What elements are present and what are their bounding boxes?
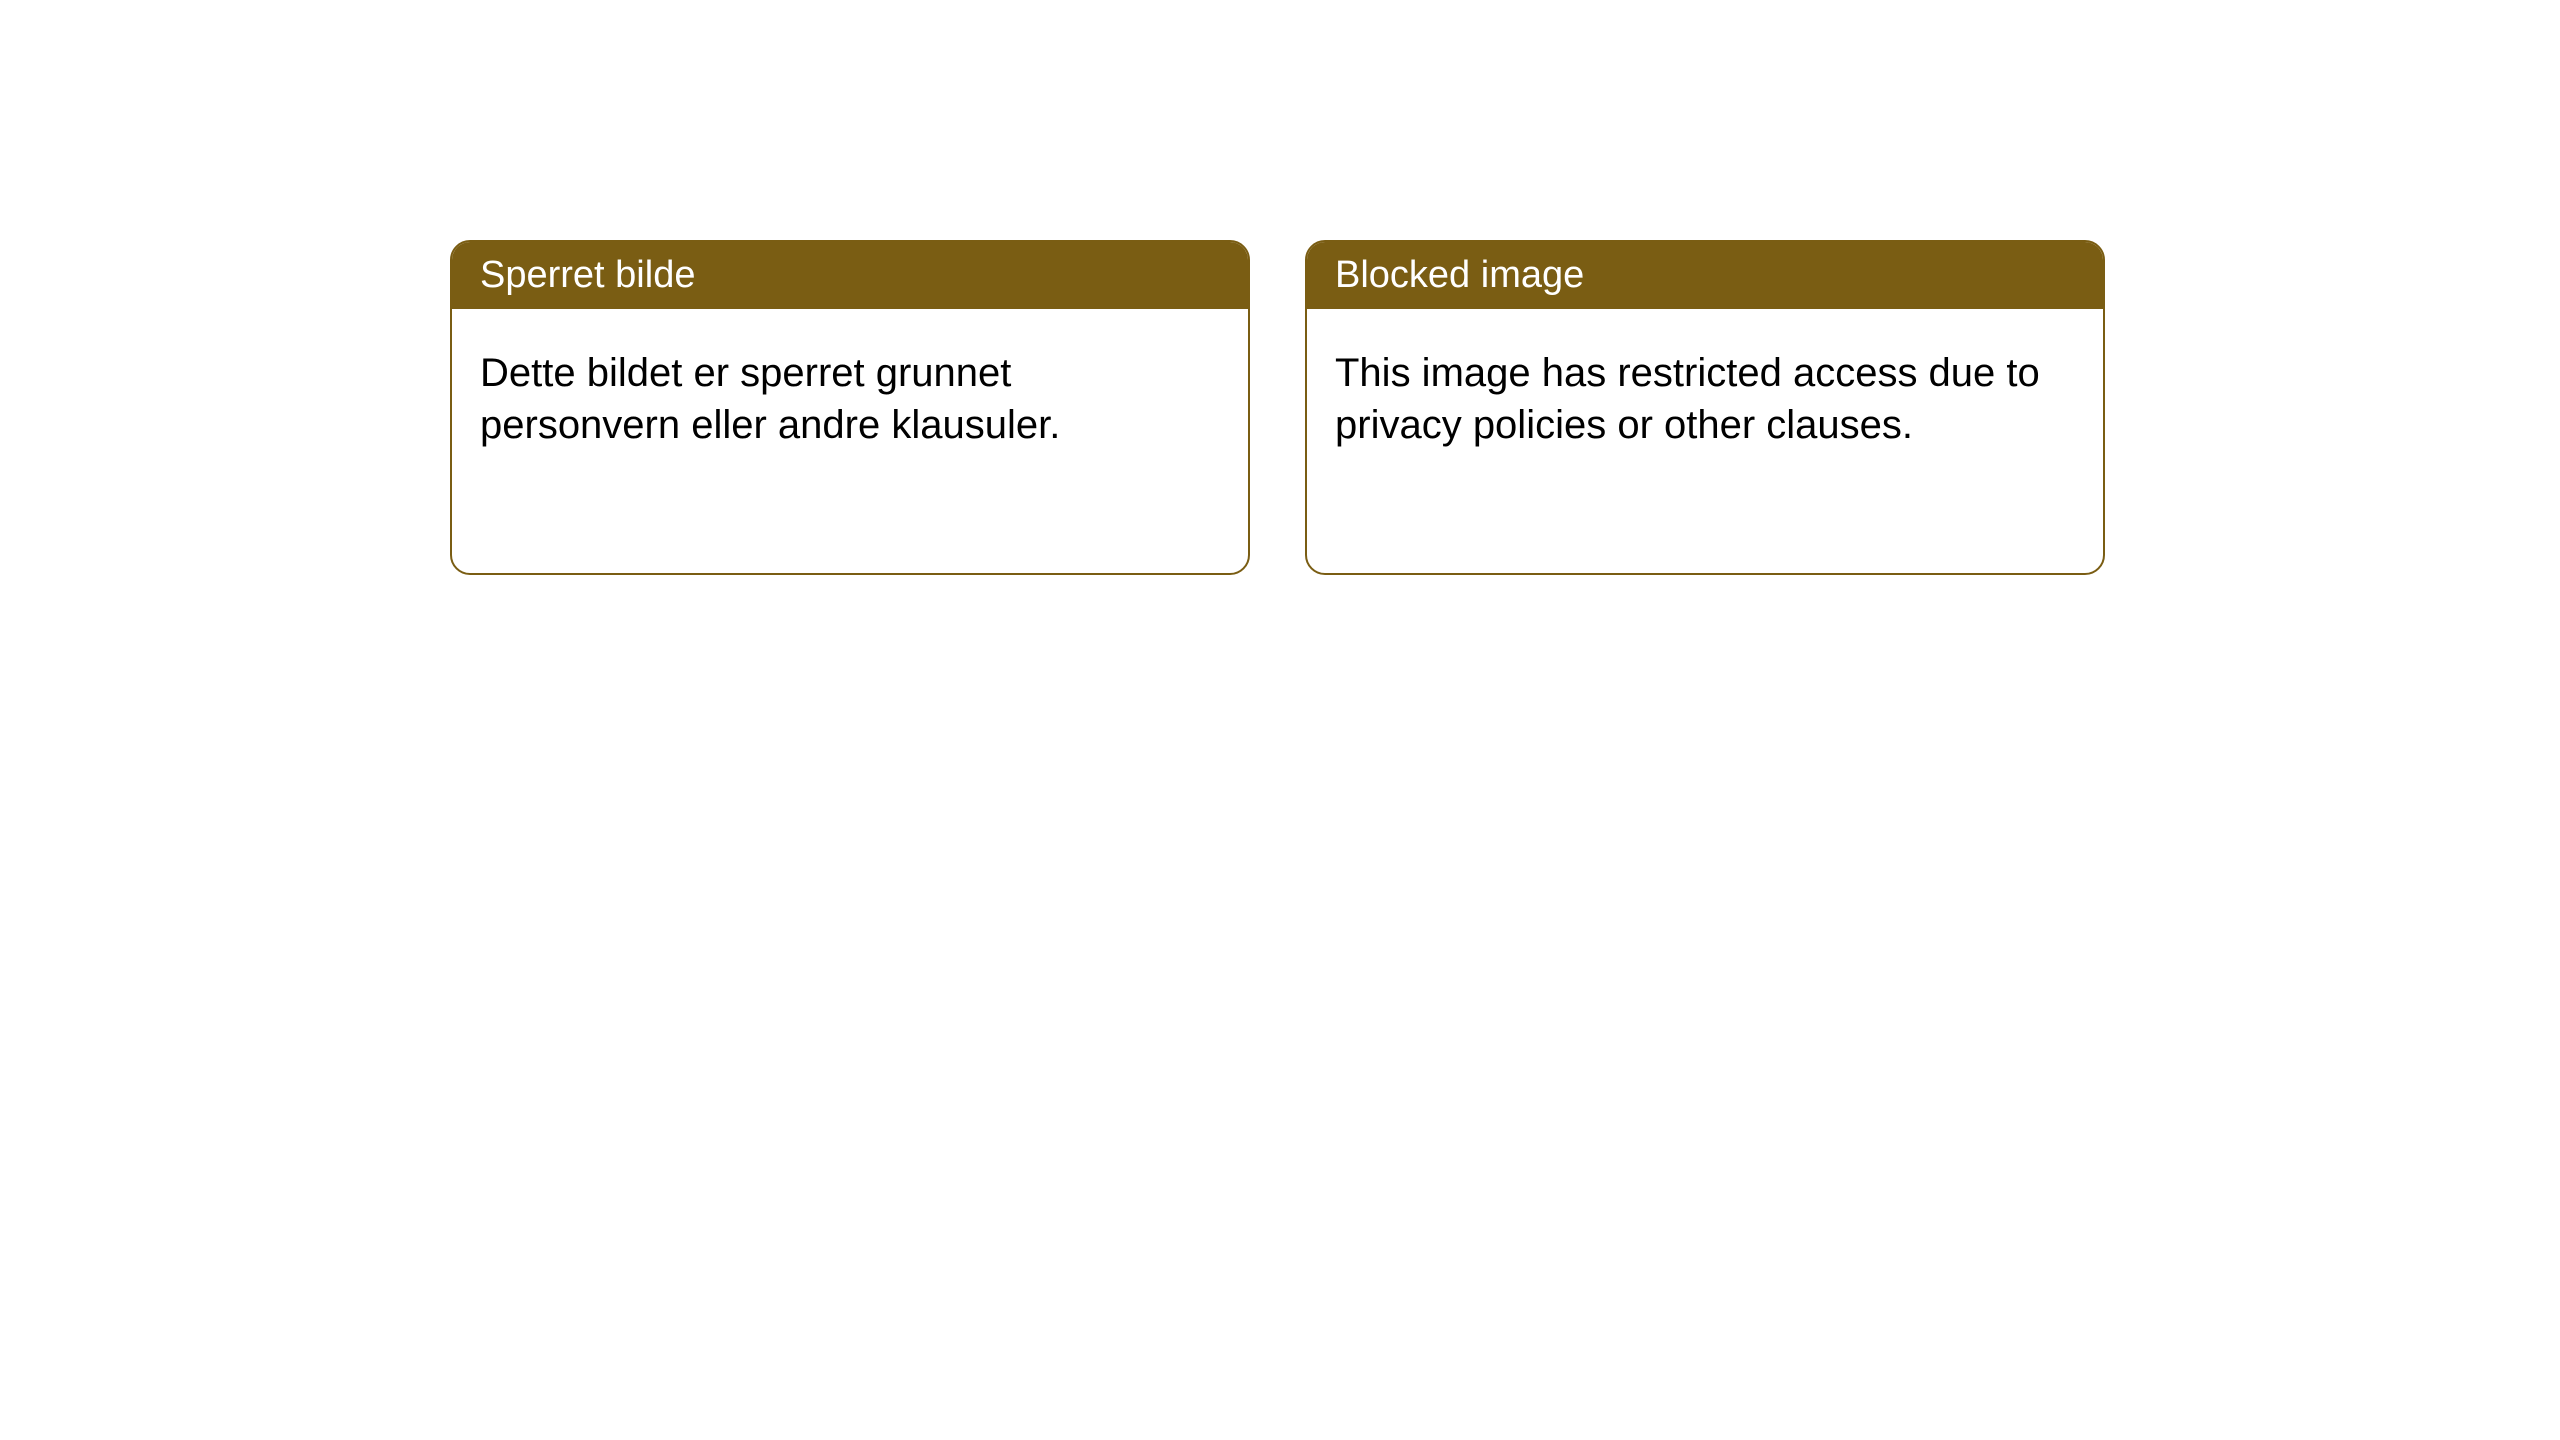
notice-header: Blocked image bbox=[1307, 242, 2103, 309]
notice-body-text: Dette bildet er sperret grunnet personve… bbox=[480, 351, 1060, 447]
notice-body: This image has restricted access due to … bbox=[1307, 309, 2103, 489]
notice-card-english: Blocked image This image has restricted … bbox=[1305, 240, 2105, 575]
notice-title: Blocked image bbox=[1335, 254, 1584, 296]
notice-header: Sperret bilde bbox=[452, 242, 1248, 309]
notice-title: Sperret bilde bbox=[480, 254, 695, 296]
notice-container: Sperret bilde Dette bildet er sperret gr… bbox=[0, 0, 2560, 575]
notice-card-norwegian: Sperret bilde Dette bildet er sperret gr… bbox=[450, 240, 1250, 575]
notice-body-text: This image has restricted access due to … bbox=[1335, 351, 2040, 447]
notice-body: Dette bildet er sperret grunnet personve… bbox=[452, 309, 1248, 489]
